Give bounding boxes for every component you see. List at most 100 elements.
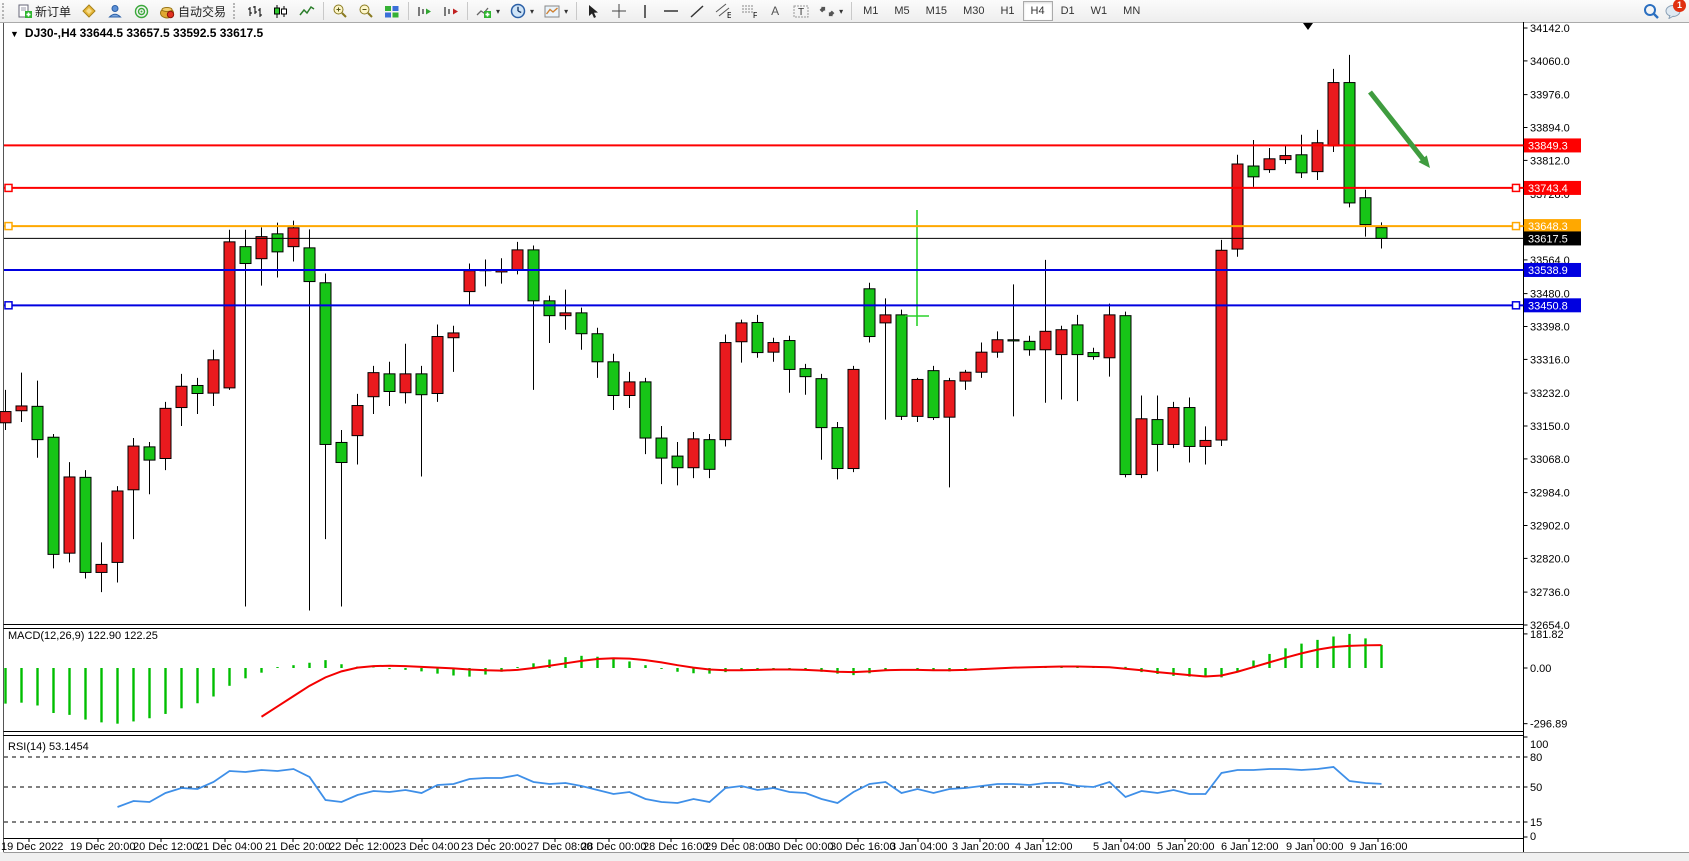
time-axis-label: 5 Jan 20:00	[1157, 841, 1215, 853]
line-chart-icon[interactable]	[294, 1, 320, 21]
chart-menu-arrow-icon[interactable]: ▼	[10, 29, 19, 39]
tab-timeframe-m1[interactable]: M1	[863, 5, 879, 17]
candle-up	[175, 385, 188, 409]
time-axis-label: 28 Dec 16:00	[643, 841, 708, 853]
zoom-out-icon[interactable]	[353, 1, 379, 21]
tab-timeframe-h4[interactable]: H4	[1022, 1, 1053, 21]
chart-area[interactable]: ▼ DJ30-,H4 33644.5 33657.5 33592.5 33617.…	[0, 22, 1689, 861]
line-handle[interactable]	[1511, 221, 1521, 231]
line-handle[interactable]	[4, 183, 13, 193]
crosshair-icon[interactable]	[606, 1, 632, 21]
price-badge	[1524, 262, 1581, 277]
price-tick-label: 32984.0	[1530, 488, 1570, 500]
line-handle[interactable]	[1511, 183, 1521, 193]
time-axis-label: 21 Dec 20:00	[265, 841, 330, 853]
price-tick-label: 32820.0	[1530, 553, 1570, 565]
time-axis-label: 5 Jan 04:00	[1093, 841, 1151, 853]
arrows-button[interactable]: ▾	[814, 0, 848, 22]
price-badge	[1524, 180, 1581, 195]
candle-up	[1263, 158, 1276, 171]
candlestick-icon[interactable]	[268, 1, 294, 21]
price-badge-label: 33743.4	[1528, 183, 1568, 195]
candle-up	[1055, 329, 1068, 356]
zoom-in-icon[interactable]	[327, 1, 353, 21]
tab-timeframe-mn[interactable]: MN	[1123, 5, 1141, 17]
signal-icon[interactable]	[128, 1, 154, 21]
vertical-line-icon[interactable]	[632, 1, 658, 21]
new-order-button[interactable]: 新订单	[11, 0, 76, 22]
fibonacci-icon[interactable]: F	[736, 1, 762, 21]
candle-up	[991, 339, 1004, 353]
arrows-icon	[819, 3, 835, 19]
price-badge	[1524, 298, 1581, 313]
autotrade-button[interactable]: 自动交易	[154, 0, 231, 22]
trendline-icon[interactable]	[684, 1, 710, 21]
search-icon[interactable]	[1643, 3, 1659, 19]
templates-icon	[544, 3, 560, 19]
candle-down	[1023, 340, 1036, 351]
cursor-icon[interactable]	[580, 1, 606, 21]
tile-windows-icon[interactable]	[379, 1, 405, 21]
candle-down	[47, 436, 60, 555]
svg-text:F: F	[753, 11, 757, 19]
rsi-axis-label: 0	[1530, 831, 1536, 843]
candle-up	[1327, 82, 1340, 147]
tab-timeframe-w1[interactable]: W1	[1090, 5, 1108, 17]
price-tick-label: 33812.0	[1530, 155, 1570, 167]
text-icon[interactable]: A	[771, 4, 780, 18]
line-handle[interactable]	[1511, 301, 1521, 310]
profile-icon[interactable]	[102, 1, 128, 21]
tab-timeframe-d1[interactable]: D1	[1060, 5, 1075, 17]
indicators-icon	[476, 3, 492, 19]
templates-button[interactable]: ▾	[539, 0, 573, 22]
candle-up	[111, 490, 124, 563]
candle-down	[1295, 154, 1308, 174]
tab-timeframe-h1[interactable]: H1	[1000, 5, 1015, 17]
price-badge-label: 33617.5	[1528, 233, 1568, 245]
auto-scroll-icon[interactable]	[412, 1, 438, 21]
text-label-icon[interactable]: T	[788, 1, 814, 21]
candle-up	[1135, 418, 1148, 476]
candle-down	[655, 437, 668, 459]
time-axis-label: 30 Dec 00:00	[768, 841, 833, 853]
horizontal-line-icon[interactable]	[658, 1, 684, 21]
price-badge-label: 33849.3	[1528, 140, 1568, 152]
new-order-icon	[16, 3, 32, 19]
candle-up	[879, 314, 892, 324]
gold-seal-icon[interactable]	[76, 1, 102, 21]
candle-up	[399, 373, 412, 394]
candle-up	[63, 476, 76, 554]
toolbar-grip[interactable]	[233, 3, 240, 19]
candle-down	[319, 282, 332, 445]
candle-down	[271, 233, 284, 253]
rsi-label: RSI(14) 53.1454	[8, 741, 89, 753]
tab-timeframe-m30[interactable]: M30	[963, 5, 985, 17]
toolbar-grip[interactable]	[2, 3, 9, 19]
candle-up	[127, 445, 140, 491]
tab-timeframe-m5[interactable]: M5	[894, 5, 910, 17]
price-tick-label: 33398.0	[1530, 322, 1570, 334]
chart-canvas[interactable]: 34142.034060.033976.033894.033812.033728…	[0, 22, 1689, 861]
tab-timeframe-m15[interactable]: M15	[925, 5, 948, 17]
chat-icon[interactable]: 1	[1665, 0, 1686, 19]
candle-up	[1039, 330, 1052, 351]
chart-shift-icon[interactable]	[438, 1, 464, 21]
macd-pane	[4, 633, 1383, 724]
indicators-button[interactable]: ▾	[471, 0, 505, 22]
rsi-axis-label: 50	[1530, 782, 1542, 794]
cross-marker[interactable]	[905, 210, 929, 326]
candle-down	[607, 361, 620, 397]
macd-signal-line	[260, 644, 1382, 718]
bar-chart-icon[interactable]	[242, 1, 268, 21]
annotation-arrow[interactable]	[1368, 90, 1430, 168]
equidistant-channel-icon[interactable]: E	[710, 1, 736, 21]
time-axis-label: 28 Dec 00:00	[581, 841, 646, 853]
price-tick-label: 32902.0	[1530, 521, 1570, 533]
candle-up	[975, 351, 988, 373]
line-handle[interactable]	[4, 301, 13, 310]
line-handle[interactable]	[4, 221, 13, 231]
status-strip	[0, 852, 1689, 861]
periods-button[interactable]: ▾	[505, 0, 539, 22]
candle-up	[367, 372, 380, 398]
